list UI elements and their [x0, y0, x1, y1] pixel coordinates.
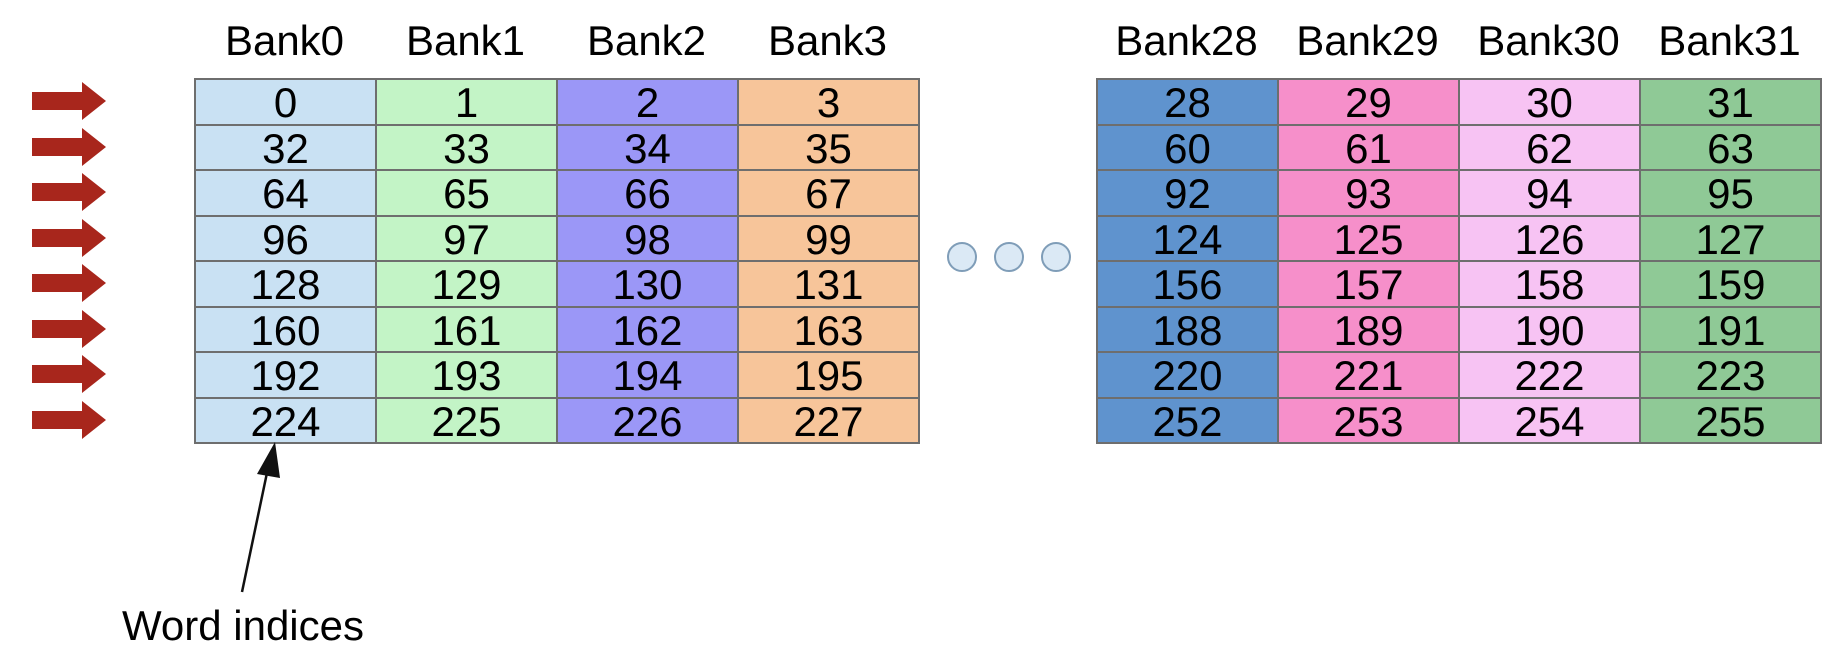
- word-cell: 220: [1098, 353, 1279, 399]
- word-indices-caption: Word indices: [122, 602, 364, 650]
- pointer-line: [242, 468, 268, 592]
- row-arrow-icon: [32, 219, 108, 257]
- word-cell: 94: [1460, 171, 1641, 217]
- word-cell: 225: [377, 399, 558, 445]
- bank-header-bank30: Bank30: [1458, 18, 1639, 64]
- row-arrow-icon: [32, 128, 108, 166]
- bank-column-bank2: 2 34 66 98 130 162 194 226: [558, 80, 739, 444]
- word-cell: 190: [1460, 308, 1641, 354]
- word-cell: 127: [1641, 217, 1822, 263]
- word-cell: 35: [739, 126, 920, 172]
- word-cell: 63: [1641, 126, 1822, 172]
- word-cell: 159: [1641, 262, 1822, 308]
- word-cell: 28: [1098, 80, 1279, 126]
- word-cell: 227: [739, 399, 920, 445]
- word-cell: 189: [1279, 308, 1460, 354]
- bank-header-bank0: Bank0: [194, 18, 375, 64]
- word-cell: 192: [196, 353, 377, 399]
- word-cell: 61: [1279, 126, 1460, 172]
- word-cell: 156: [1098, 262, 1279, 308]
- bank-header-bank1: Bank1: [375, 18, 556, 64]
- row-arrow-icon: [32, 264, 108, 302]
- word-cell: 157: [1279, 262, 1460, 308]
- word-cell: 67: [739, 171, 920, 217]
- word-cell: 163: [739, 308, 920, 354]
- word-cell: 30: [1460, 80, 1641, 126]
- word-cell: 1: [377, 80, 558, 126]
- word-cell: 34: [558, 126, 739, 172]
- row-arrow-icon: [32, 310, 108, 348]
- word-cell: 124: [1098, 217, 1279, 263]
- word-cell: 226: [558, 399, 739, 445]
- word-cell: 254: [1460, 399, 1641, 445]
- row-arrow-icon: [32, 82, 108, 120]
- word-cell: 193: [377, 353, 558, 399]
- ellipsis-dot-icon: [994, 242, 1024, 272]
- word-cell: 160: [196, 308, 377, 354]
- word-cell: 3: [739, 80, 920, 126]
- word-cell: 253: [1279, 399, 1460, 445]
- word-cell: 162: [558, 308, 739, 354]
- word-cell: 60: [1098, 126, 1279, 172]
- word-cell: 65: [377, 171, 558, 217]
- bank-column-bank0: 0 32 64 96 128 160 192 224: [196, 80, 377, 444]
- word-cell: 99: [739, 217, 920, 263]
- word-cell: 222: [1460, 353, 1641, 399]
- word-cell: 92: [1098, 171, 1279, 217]
- word-cell: 96: [196, 217, 377, 263]
- word-cell: 161: [377, 308, 558, 354]
- word-cell: 2: [558, 80, 739, 126]
- word-cell: 130: [558, 262, 739, 308]
- word-cell: 195: [739, 353, 920, 399]
- bank-column-bank29: 29 61 93 125 157 189 221 253: [1279, 80, 1460, 444]
- word-cell: 194: [558, 353, 739, 399]
- word-cell: 95: [1641, 171, 1822, 217]
- row-arrow-icon: [32, 173, 108, 211]
- bank-header-bank2: Bank2: [556, 18, 737, 64]
- word-cell: 128: [196, 262, 377, 308]
- bank-column-bank31: 31 63 95 127 159 191 223 255: [1641, 80, 1822, 444]
- bank-column-bank28: 28 60 92 124 156 188 220 252: [1098, 80, 1279, 444]
- word-cell: 255: [1641, 399, 1822, 445]
- word-cell: 66: [558, 171, 739, 217]
- right-bank-table: 28 60 92 124 156 188 220 252 29 61 93 125 157 189 221 2…: [1096, 78, 1822, 444]
- word-cell: 125: [1279, 217, 1460, 263]
- word-cell: 97: [377, 217, 558, 263]
- word-cell: 252: [1098, 399, 1279, 445]
- word-cell: 98: [558, 217, 739, 263]
- word-cell: 223: [1641, 353, 1822, 399]
- pointer-arrowhead-icon: [257, 442, 280, 478]
- word-cell: 29: [1279, 80, 1460, 126]
- left-bank-table: 0 32 64 96 128 160 192 224 1 33 65 97 129 161 193 225 2 3…: [194, 78, 920, 444]
- word-cell: 126: [1460, 217, 1641, 263]
- row-arrow-icon: [32, 355, 108, 393]
- word-cell: 158: [1460, 262, 1641, 308]
- word-cell: 32: [196, 126, 377, 172]
- word-cell: 31: [1641, 80, 1822, 126]
- word-cell: 224: [196, 399, 377, 445]
- ellipsis-dot-icon: [947, 242, 977, 272]
- word-cell: 0: [196, 80, 377, 126]
- bank-header-bank3: Bank3: [737, 18, 918, 64]
- bank-header-bank31: Bank31: [1639, 18, 1820, 64]
- bank-header-bank29: Bank29: [1277, 18, 1458, 64]
- word-cell: 93: [1279, 171, 1460, 217]
- word-cell: 131: [739, 262, 920, 308]
- row-arrow-icon: [32, 401, 108, 439]
- word-cell: 188: [1098, 308, 1279, 354]
- word-cell: 221: [1279, 353, 1460, 399]
- ellipsis-dot-icon: [1041, 242, 1071, 272]
- word-cell: 64: [196, 171, 377, 217]
- word-cell: 33: [377, 126, 558, 172]
- bank-column-bank1: 1 33 65 97 129 161 193 225: [377, 80, 558, 444]
- bank-column-bank30: 30 62 94 126 158 190 222 254: [1460, 80, 1641, 444]
- bank-column-bank3: 3 35 67 99 131 163 195 227: [739, 80, 920, 444]
- word-cell: 129: [377, 262, 558, 308]
- word-cell: 62: [1460, 126, 1641, 172]
- bank-header-bank28: Bank28: [1096, 18, 1277, 64]
- word-cell: 191: [1641, 308, 1822, 354]
